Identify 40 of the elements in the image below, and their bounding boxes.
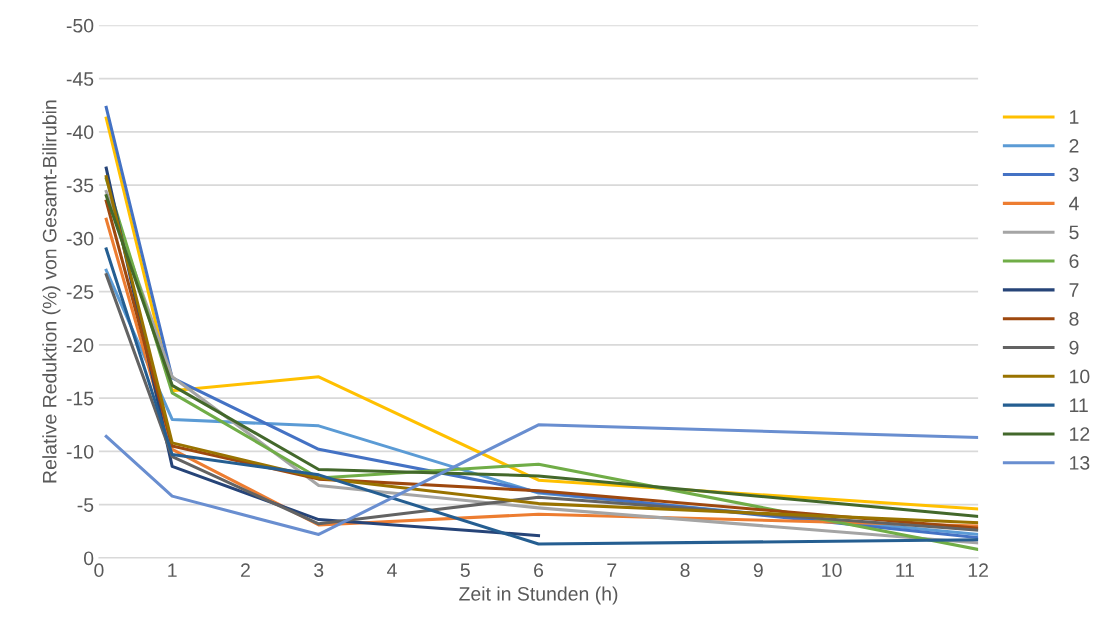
line-series xyxy=(104,423,979,537)
legend-label: 6 xyxy=(1069,254,1079,269)
legend-label: 5 xyxy=(1069,225,1079,240)
y-tick-label: 0 xyxy=(84,551,94,566)
x-tick-label: 1 xyxy=(168,563,177,577)
x-tick-label: 11 xyxy=(896,563,914,577)
y-tick-label: -25 xyxy=(66,285,94,299)
x-tick-label: 2 xyxy=(241,563,250,577)
x-tick-label: 6 xyxy=(534,563,544,578)
x-tick-label: 5 xyxy=(460,563,470,578)
legend-label: 13 xyxy=(1070,456,1090,470)
y-axis-title: Relative Reduktion (%) von Gesamt-Bilirubin xyxy=(42,100,61,483)
x-tick-label: 7 xyxy=(607,563,617,577)
x-tick-label: 12 xyxy=(968,563,988,577)
y-tick-label: -45 xyxy=(66,72,94,86)
legend-label: 3 xyxy=(1069,167,1079,182)
x-tick-label: 4 xyxy=(387,563,397,577)
y-tick-label: -30 xyxy=(66,231,94,246)
x-tick-label: 10 xyxy=(822,563,842,578)
legend-label: 10 xyxy=(1070,369,1090,384)
legend-label: 8 xyxy=(1069,311,1079,326)
x-tick-label: 3 xyxy=(314,563,324,578)
y-tick-label: -10 xyxy=(66,444,94,459)
legend-label: 7 xyxy=(1069,283,1079,297)
legend-label: 4 xyxy=(1069,196,1079,211)
legend-label: 2 xyxy=(1069,138,1079,153)
y-tick-label: -35 xyxy=(66,178,94,193)
y-tick-label: -50 xyxy=(66,18,94,33)
y-tick-label: -40 xyxy=(66,125,94,140)
y-tick-label: -5 xyxy=(77,498,94,512)
legend-label: 1 xyxy=(1070,110,1079,124)
legend-label: 9 xyxy=(1069,340,1079,355)
x-tick-label: 0 xyxy=(94,563,104,578)
x-axis-title: Zeit in Stunden (h) xyxy=(459,586,618,605)
y-tick-label: -20 xyxy=(66,338,94,353)
x-tick-label: 9 xyxy=(753,563,763,578)
x-tick-label: 8 xyxy=(680,563,690,578)
legend-label: 12 xyxy=(1070,427,1090,441)
legend-label: 11 xyxy=(1070,398,1088,412)
y-tick-label: -15 xyxy=(66,391,94,406)
